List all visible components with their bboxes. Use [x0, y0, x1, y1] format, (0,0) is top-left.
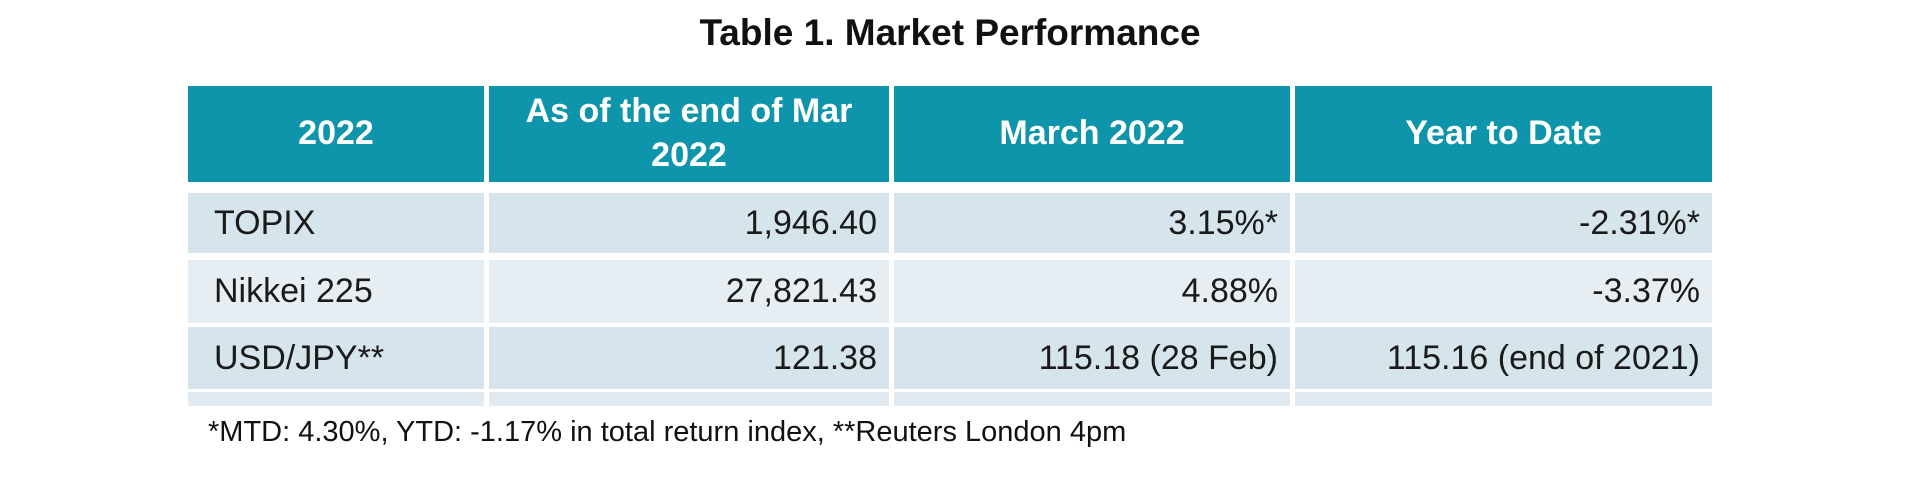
ytd-value-cell: -2.31%*: [1295, 193, 1712, 253]
table-row-topix: TOPIX 1,946.40 3.15%* -2.31%*: [188, 193, 1712, 253]
header-label: Year to Date: [1405, 114, 1602, 153]
table-footnote: *MTD: 4.30%, YTD: -1.17% in total return…: [208, 416, 1127, 448]
march-value-cell: 3.15%*: [894, 193, 1290, 253]
bottom-strip-cell: [1295, 392, 1712, 406]
row-label-cell: Nikkei 225: [188, 260, 484, 323]
market-performance-table: 2022 As of the end of Mar 2022 March 202…: [188, 86, 1712, 406]
row-label-cell: TOPIX: [188, 193, 484, 253]
header-cell-march-2022: March 2022: [894, 86, 1290, 182]
end-of-mar-value-cell: 121.38: [489, 327, 889, 389]
header-label: As of the end of Mar 2022: [525, 92, 853, 174]
header-cell-year-to-date: Year to Date: [1295, 86, 1712, 182]
bottom-strip-cell: [894, 392, 1290, 406]
header-label: 2022: [298, 114, 374, 153]
end-of-mar-value-cell: 27,821.43: [489, 260, 889, 323]
ytd-value-cell: 115.16 (end of 2021): [1295, 327, 1712, 389]
bottom-strip-cell: [489, 392, 889, 406]
bottom-strip-cell: [188, 392, 484, 406]
table-row-usdjpy: USD/JPY** 121.38 115.18 (28 Feb) 115.16 …: [188, 327, 1712, 389]
table-header-row: 2022 As of the end of Mar 2022 March 202…: [188, 86, 1712, 182]
table-row-nikkei: Nikkei 225 27,821.43 4.88% -3.37%: [188, 260, 1712, 323]
march-value-cell: 4.88%: [894, 260, 1290, 323]
ytd-value-cell: -3.37%: [1295, 260, 1712, 323]
march-value-cell: 115.18 (28 Feb): [894, 327, 1290, 389]
table-bottom-strip: [188, 392, 1712, 406]
header-label: March 2022: [999, 114, 1185, 153]
header-cell-end-of-mar: As of the end of Mar 2022: [489, 86, 889, 182]
end-of-mar-value-cell: 1,946.40: [489, 193, 889, 253]
table-title: Table 1. Market Performance: [699, 12, 1201, 53]
row-label-cell: USD/JPY**: [188, 327, 484, 389]
header-cell-year: 2022: [188, 86, 484, 182]
